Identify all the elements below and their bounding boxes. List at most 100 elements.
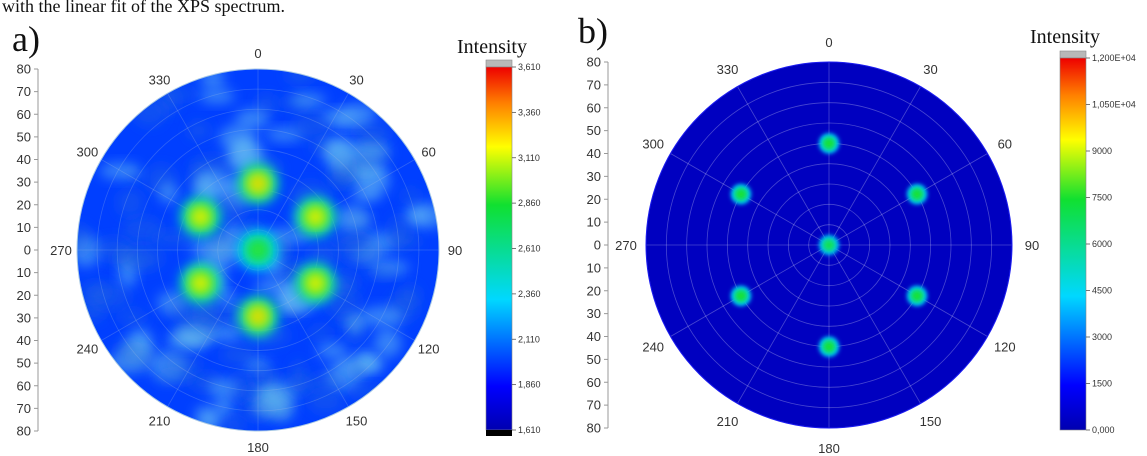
- radial-tick-label: 10: [17, 220, 31, 235]
- colorbar-tick-label: 4500: [1092, 286, 1112, 296]
- radial-tick-label: 20: [587, 192, 601, 207]
- peak-4: [237, 296, 279, 337]
- angle-label: 30: [923, 62, 937, 77]
- radial-tick-label: 80: [587, 55, 601, 70]
- radial-tick-label: 80: [17, 62, 31, 77]
- radial-tick-label: 40: [17, 152, 31, 167]
- colorbar-tick-label: 1,610: [518, 425, 541, 435]
- peak-2: [295, 196, 336, 238]
- angle-label: 330: [149, 72, 171, 87]
- radial-tick-label: 60: [587, 100, 601, 115]
- pole-figure-a: 0306090120150180210240270300330807060504…: [17, 46, 541, 455]
- colorbar-tick-label: 3,360: [518, 107, 541, 117]
- colorbar: 1,200E+04 1,050E+04 9000 7500 6000 4500 3000 15…: [1059, 50, 1136, 435]
- radial-tick-label: 30: [587, 169, 601, 184]
- colorbar-tick-label: 6000: [1092, 239, 1112, 249]
- radial-tick-label: 40: [587, 146, 601, 161]
- angle-label: 60: [421, 145, 435, 160]
- radial-axis: 80 70 60 50 40 30 20 10 0 10 20 30 40 50 60 70 80: [587, 55, 609, 436]
- radial-tick-label: 30: [17, 310, 31, 325]
- radial-tick-label: 40: [587, 329, 601, 344]
- radial-tick-label: 10: [17, 265, 31, 280]
- radial-tick-label: 20: [587, 283, 601, 298]
- colorbar: 3,610 3,360 3,110 2,860 2,610 2,360 2,110 1,860…: [485, 59, 541, 436]
- radial-tick-label: 70: [587, 77, 601, 92]
- angle-label: 240: [642, 340, 664, 355]
- radial-tick-label: 70: [17, 401, 31, 416]
- angle-label: 0: [254, 46, 261, 61]
- colorbar-tick-label: 0,000: [1092, 425, 1115, 435]
- radial-tick-label: 60: [587, 375, 601, 390]
- figure-caption: with the linear fit of the XPS spectrum.: [2, 0, 285, 16]
- radial-tick-label: 20: [17, 197, 31, 212]
- radial-tick-label: 70: [17, 84, 31, 99]
- angle-label: 180: [247, 440, 269, 455]
- radial-tick-label: 10: [587, 215, 601, 230]
- colorbar-tick-label: 1,050E+04: [1092, 100, 1136, 110]
- angle-label: 30: [349, 72, 363, 87]
- angle-label: 90: [448, 243, 462, 258]
- peak-6: [180, 196, 221, 238]
- colorbar-title-a: Intensity: [457, 36, 527, 58]
- peak-0: [237, 229, 279, 271]
- peak-1: [818, 133, 840, 154]
- colorbar-title-b: Intensity: [1030, 26, 1100, 48]
- radial-tick-label: 80: [587, 421, 601, 436]
- radial-tick-label: 80: [17, 424, 31, 439]
- angle-label: 180: [818, 441, 840, 456]
- panel-label-b: b): [578, 11, 608, 51]
- peak-6: [730, 184, 752, 205]
- radial-tick-label: 60: [17, 378, 31, 393]
- angle-label: 240: [77, 342, 99, 357]
- angle-label: 210: [717, 414, 739, 429]
- radial-axis: 80 70 60 50 40 30 20 10 0 10 20 30 40 50 60 70 80: [17, 62, 39, 439]
- panel-label-a: a): [12, 19, 40, 59]
- angle-label: 270: [615, 238, 637, 253]
- colorbar-tick-label: 9000: [1092, 146, 1112, 156]
- angle-label: 120: [418, 342, 440, 357]
- radial-tick-label: 50: [17, 129, 31, 144]
- radial-tick-label: 10: [587, 260, 601, 275]
- colorbar-tick-label: 1,200E+04: [1092, 53, 1136, 63]
- angle-label: 330: [717, 62, 739, 77]
- radial-tick-label: 30: [587, 306, 601, 321]
- radial-tick-label: 70: [587, 398, 601, 413]
- radial-tick-label: 50: [17, 356, 31, 371]
- colorbar-tick-label: 1,860: [518, 380, 541, 390]
- radial-tick-label: 50: [587, 123, 601, 138]
- angle-label: 120: [994, 340, 1016, 355]
- angle-label: 60: [998, 137, 1012, 152]
- angle-label: 300: [77, 145, 99, 160]
- angle-label: 90: [1025, 238, 1039, 253]
- peak-5: [180, 262, 221, 304]
- peak-3: [295, 262, 336, 304]
- colorbar-tick-label: 2,860: [518, 198, 541, 208]
- colorbar-tick-label: 3,110: [518, 153, 540, 163]
- radial-tick-label: 0: [24, 243, 31, 258]
- colorbar-tick-label: 3000: [1092, 332, 1112, 342]
- peak-3: [906, 285, 928, 306]
- radial-tick-label: 0: [594, 238, 601, 253]
- radial-tick-label: 20: [17, 288, 31, 303]
- colorbar-tick-label: 3,610: [518, 62, 541, 72]
- peak-1: [237, 163, 279, 204]
- angle-label: 300: [642, 137, 664, 152]
- colorbar-tick-label: 2,110: [518, 334, 540, 344]
- radial-tick-label: 30: [17, 175, 31, 190]
- radial-tick-label: 60: [17, 107, 31, 122]
- angle-label: 210: [149, 414, 171, 429]
- peak-0: [818, 234, 840, 256]
- radial-tick-label: 50: [587, 352, 601, 367]
- angle-label: 150: [346, 414, 368, 429]
- radial-tick-label: 40: [17, 333, 31, 348]
- colorbar-tick-label: 7500: [1092, 193, 1112, 203]
- pole-figure-b: 0306090120150180210240270300330807060504…: [587, 35, 1136, 456]
- peak-5: [730, 285, 752, 306]
- colorbar-tick-label: 2,360: [518, 289, 541, 299]
- angle-label: 270: [50, 243, 72, 258]
- angle-label: 0: [825, 35, 832, 50]
- colorbar-tick-label: 2,610: [518, 244, 541, 254]
- peak-4: [818, 336, 840, 357]
- colorbar-tick-label: 1500: [1092, 379, 1112, 389]
